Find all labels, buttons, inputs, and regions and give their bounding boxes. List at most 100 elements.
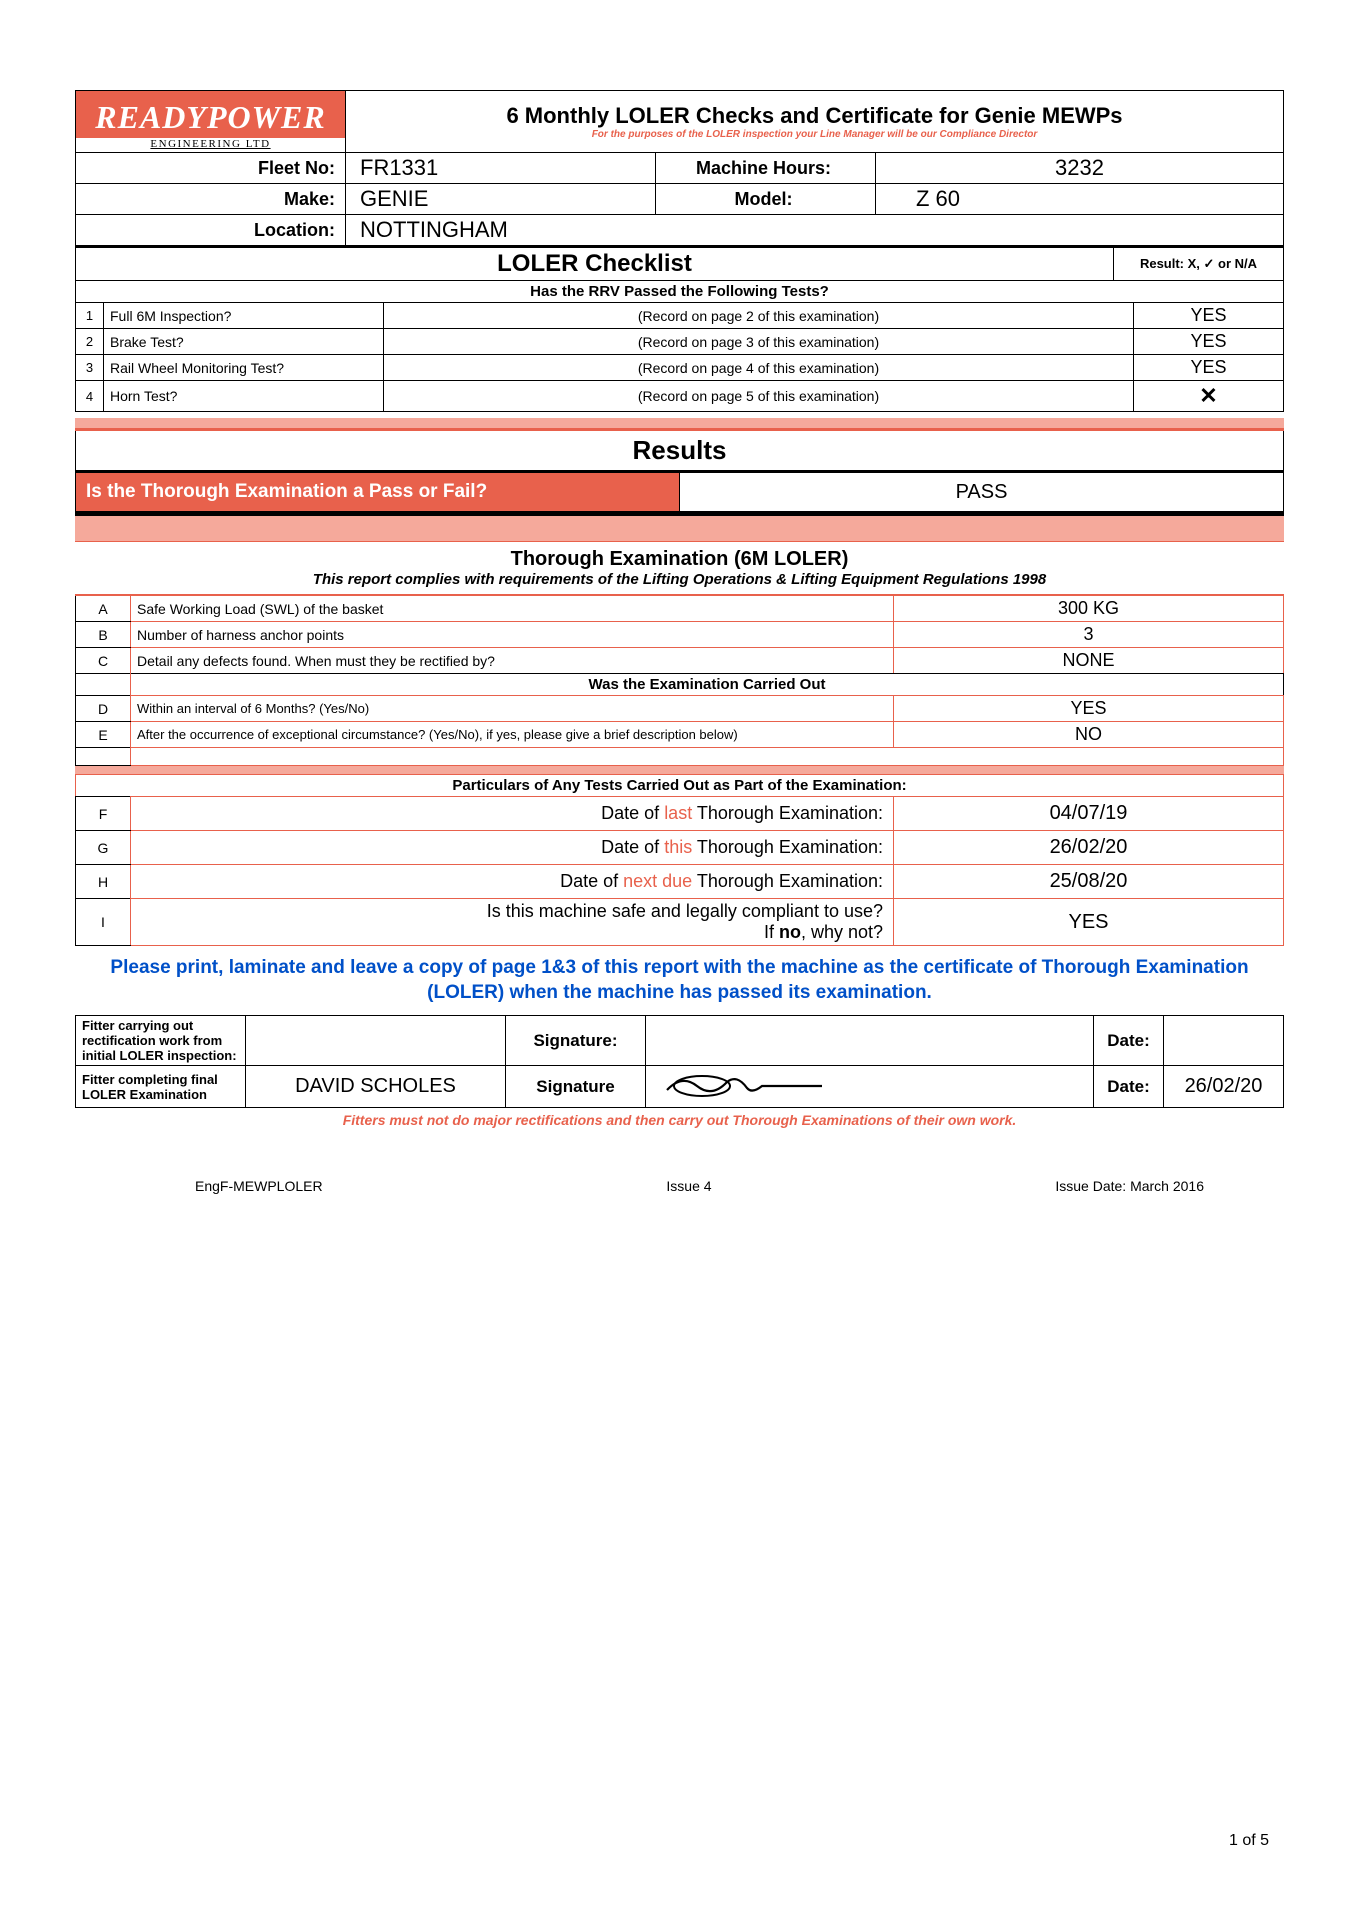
thorough-title: Thorough Examination (6M LOLER) [75, 548, 1284, 571]
chk-result: ✕ [1134, 381, 1284, 412]
header-title: 6 Monthly LOLER Checks and Certificate f… [352, 103, 1277, 129]
row-date-value: 25/08/20 [894, 865, 1284, 899]
thorough-row: E After the occurrence of exceptional ci… [76, 722, 1284, 748]
sig-row1-dateword: Date: [1094, 1016, 1164, 1066]
footer-code: EngF-MEWPLOLER [195, 1178, 323, 1194]
red-divider [75, 418, 1284, 428]
checklist-row: 3 Rail Wheel Monitoring Test? (Record on… [76, 355, 1284, 381]
passfail-question: Is the Thorough Examination a Pass or Fa… [76, 472, 680, 512]
row-i-value: YES [894, 899, 1284, 946]
row-letter: A [76, 595, 131, 622]
thorough-row: D Within an interval of 6 Months? (Yes/N… [76, 696, 1284, 722]
thorough-row: A Safe Working Load (SWL) of the basket … [76, 595, 1284, 622]
red-spacer-2 [75, 766, 1284, 774]
thorough-rows-2: D Within an interval of 6 Months? (Yes/N… [75, 695, 1284, 748]
footer: EngF-MEWPLOLER Issue 4 Issue Date: March… [75, 1178, 1284, 1194]
logo-main: READYPOWER [76, 91, 345, 138]
sig-row1-label: Fitter carrying out rectification work f… [76, 1016, 246, 1066]
chk-result: YES [1134, 329, 1284, 355]
result-legend: Result: X, ✓ or N/A [1114, 247, 1284, 281]
thorough-date-row: H Date of next due Thorough Examination:… [76, 865, 1284, 899]
results-table: Results Is the Thorough Examination a Pa… [75, 428, 1284, 512]
page-number: 1 of 5 [1229, 1832, 1269, 1850]
blue-instruction-note: Please print, laminate and leave a copy … [75, 946, 1284, 1015]
thorough-row: B Number of harness anchor points 3 [76, 622, 1284, 648]
row-letter: C [76, 648, 131, 674]
make-value: GENIE [346, 184, 656, 215]
fleet-value: FR1331 [346, 153, 656, 184]
fleet-label: Fleet No: [76, 153, 346, 184]
row-letter: F [76, 797, 131, 831]
checklist-subtitle: Has the RRV Passed the Following Tests? [76, 281, 1284, 303]
row-question: Within an interval of 6 Months? (Yes/No) [131, 696, 894, 722]
checklist-row: 1 Full 6M Inspection? (Record on page 2 … [76, 303, 1284, 329]
row-value: YES [894, 696, 1284, 722]
checklist-row: 4 Horn Test? (Record on page 5 of this e… [76, 381, 1284, 412]
results-title: Results [76, 430, 1284, 472]
chk-question: Rail Wheel Monitoring Test? [104, 355, 384, 381]
section-2-title: Particulars of Any Tests Carried Out as … [76, 775, 1284, 797]
row-date-question: Date of this Thorough Examination: [131, 831, 894, 865]
chk-question: Brake Test? [104, 329, 384, 355]
chk-question: Horn Test? [104, 381, 384, 412]
row-question: Detail any defects found. When must they… [131, 648, 894, 674]
chk-num: 3 [76, 355, 104, 381]
row-letter: D [76, 696, 131, 722]
footer-issue: Issue 4 [666, 1178, 711, 1194]
passfail-value: PASS [680, 472, 1284, 512]
row-value: 300 KG [894, 595, 1284, 622]
sig-row2-sigword: Signature [506, 1066, 646, 1108]
row-date-value: 26/02/20 [894, 831, 1284, 865]
checklist-rows: 1 Full 6M Inspection? (Record on page 2 … [75, 302, 1284, 412]
checklist-table: LOLER Checklist Result: X, ✓ or N/A Has … [75, 245, 1284, 303]
chk-record: (Record on page 2 of this examination) [384, 303, 1134, 329]
signature-icon [652, 1068, 832, 1100]
fitter-note: Fitters must not do major rectifications… [75, 1108, 1284, 1128]
row-letter: G [76, 831, 131, 865]
chk-result: YES [1134, 303, 1284, 329]
checklist-row: 2 Brake Test? (Record on page 3 of this … [76, 329, 1284, 355]
row-value: NO [894, 722, 1284, 748]
location-value: NOTTINGHAM [346, 215, 1284, 246]
row-question: Safe Working Load (SWL) of the basket [131, 595, 894, 622]
row-i-letter: I [76, 899, 131, 946]
row-date-question: Date of last Thorough Examination: [131, 797, 894, 831]
thorough-section-1: Was the Examination Carried Out [75, 673, 1284, 696]
thorough-date-row: F Date of last Thorough Examination: 04/… [76, 797, 1284, 831]
thorough-blank-row [75, 747, 1284, 766]
header-subtitle: For the purposes of the LOLER inspection… [352, 129, 1277, 140]
section-1-title: Was the Examination Carried Out [131, 674, 1284, 696]
hours-label: Machine Hours: [656, 153, 876, 184]
thorough-row-i: I Is this machine safe and legally compl… [75, 898, 1284, 946]
location-label: Location: [76, 215, 346, 246]
row-letter: E [76, 722, 131, 748]
sig-row2-name: DAVID SCHOLES [246, 1066, 506, 1108]
sig-row2-dateword: Date: [1094, 1066, 1164, 1108]
thorough-section-2: Particulars of Any Tests Carried Out as … [75, 774, 1284, 797]
footer-issue-date: Issue Date: March 2016 [1055, 1178, 1204, 1194]
row-letter: B [76, 622, 131, 648]
model-value: Z 60 [876, 184, 1284, 215]
row-question: After the occurrence of exceptional circ… [131, 722, 894, 748]
header-table: READYPOWER ENGINEERING LTD 6 Monthly LOL… [75, 90, 1284, 246]
sig-row2-signature [646, 1066, 1094, 1108]
chk-record: (Record on page 5 of this examination) [384, 381, 1134, 412]
thorough-subtitle: This report complies with requirements o… [75, 571, 1284, 588]
row-value: NONE [894, 648, 1284, 674]
sig-row2-date: 26/02/20 [1164, 1066, 1284, 1108]
model-label: Model: [656, 184, 876, 215]
thorough-rows-3: F Date of last Thorough Examination: 04/… [75, 796, 1284, 899]
make-label: Make: [76, 184, 346, 215]
sig-row1-date [1164, 1016, 1284, 1066]
thorough-row: C Detail any defects found. When must th… [76, 648, 1284, 674]
thorough-date-row: G Date of this Thorough Examination: 26/… [76, 831, 1284, 865]
chk-record: (Record on page 4 of this examination) [384, 355, 1134, 381]
checklist-title: LOLER Checklist [76, 247, 1114, 281]
chk-record: (Record on page 3 of this examination) [384, 329, 1134, 355]
row-i-question: Is this machine safe and legally complia… [131, 899, 894, 946]
logo-sub: ENGINEERING LTD [76, 138, 345, 152]
row-question: Number of harness anchor points [131, 622, 894, 648]
chk-question: Full 6M Inspection? [104, 303, 384, 329]
chk-num: 1 [76, 303, 104, 329]
sig-row1-sigword: Signature: [506, 1016, 646, 1066]
